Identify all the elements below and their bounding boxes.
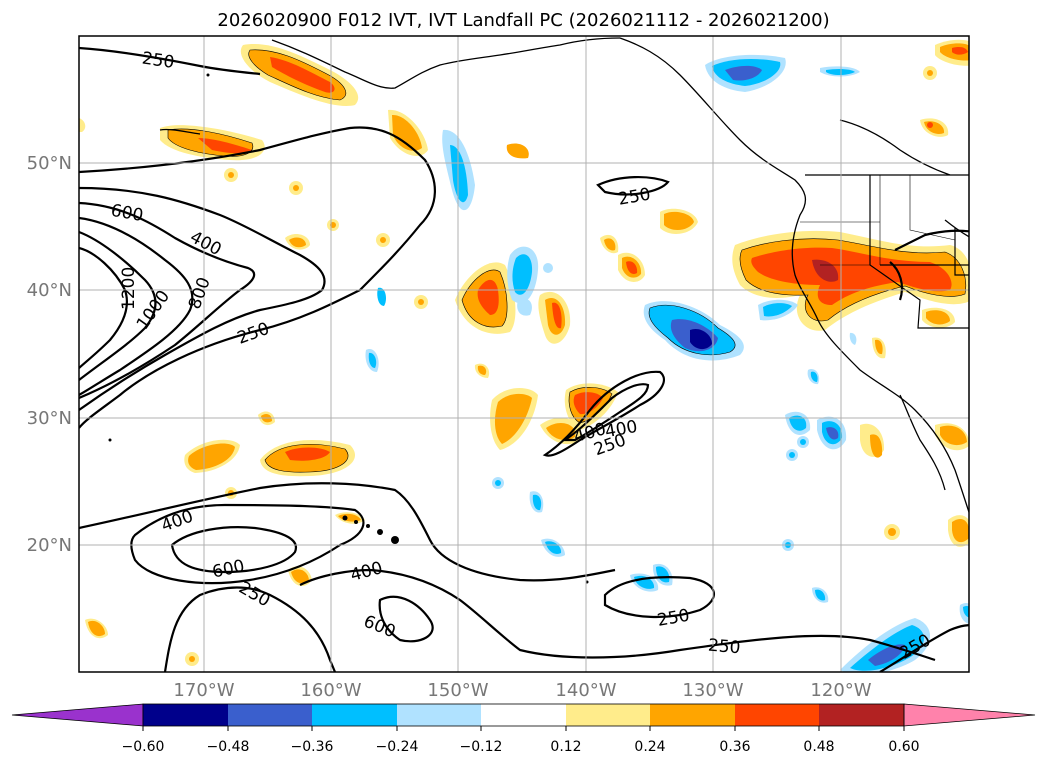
colorbar-segment: [481, 704, 566, 726]
lon-label: 120°W: [810, 680, 871, 701]
colorbar-segment: [650, 704, 735, 726]
lon-label: 150°W: [427, 680, 488, 701]
colorbar-segment: [143, 704, 228, 726]
contour-label: 250: [141, 49, 176, 73]
map-frame: [78, 35, 970, 673]
pc-shading: [79, 39, 969, 672]
lat-label: 50°N: [27, 153, 72, 174]
longitude-labels: 170°W 160°W 150°W 140°W 130°W 120°W: [173, 680, 871, 701]
lon-label: 130°W: [682, 680, 743, 701]
contour-label: 1200: [119, 267, 139, 310]
colorbar-tick: −0.24: [376, 739, 419, 755]
colorbar-segment: [566, 704, 650, 726]
lon-label: 140°W: [555, 680, 616, 701]
state-borders: [800, 175, 956, 266]
colorbar-segment: [397, 704, 481, 726]
colorbar-tick: 0.36: [719, 739, 750, 755]
colorbar-tick: −0.36: [291, 739, 334, 755]
colorbar-segment: [11, 703, 144, 727]
colorbar-tick: 0.48: [803, 739, 834, 755]
colorbar-tick: 0.24: [634, 739, 665, 755]
map-title: 2026020900 F012 IVT, IVT Landfall PC (20…: [217, 10, 830, 31]
colorbar-segment: [819, 704, 904, 726]
lon-label: 170°W: [173, 680, 234, 701]
colorbar-tick: −0.12: [460, 739, 503, 755]
coastlines: [159, 37, 969, 515]
contour-label: 250: [707, 636, 741, 659]
colorbar-tick: −0.48: [207, 739, 250, 755]
colorbar-tick: 0.12: [550, 739, 581, 755]
colorbar-segment: [903, 703, 1036, 727]
lat-label: 20°N: [27, 535, 72, 556]
colorbar-segment: [735, 704, 819, 726]
colorbar-segment: [228, 704, 312, 726]
colorbar-segment: [312, 704, 397, 726]
islands: [108, 73, 589, 584]
lon-label: 160°W: [300, 680, 361, 701]
latitude-labels: 50°N 40°N 30°N 20°N: [27, 153, 72, 556]
colorbar-tick: 0.60: [888, 739, 919, 755]
colorbar-tick: −0.60: [122, 739, 165, 755]
colorbar: −0.60 −0.48 −0.36 −0.24 −0.12 0.12 0.24 …: [11, 703, 1036, 755]
lat-label: 30°N: [27, 408, 72, 429]
lat-label: 40°N: [27, 280, 72, 301]
graticule: [79, 36, 969, 672]
ivt-contours: [79, 46, 969, 672]
